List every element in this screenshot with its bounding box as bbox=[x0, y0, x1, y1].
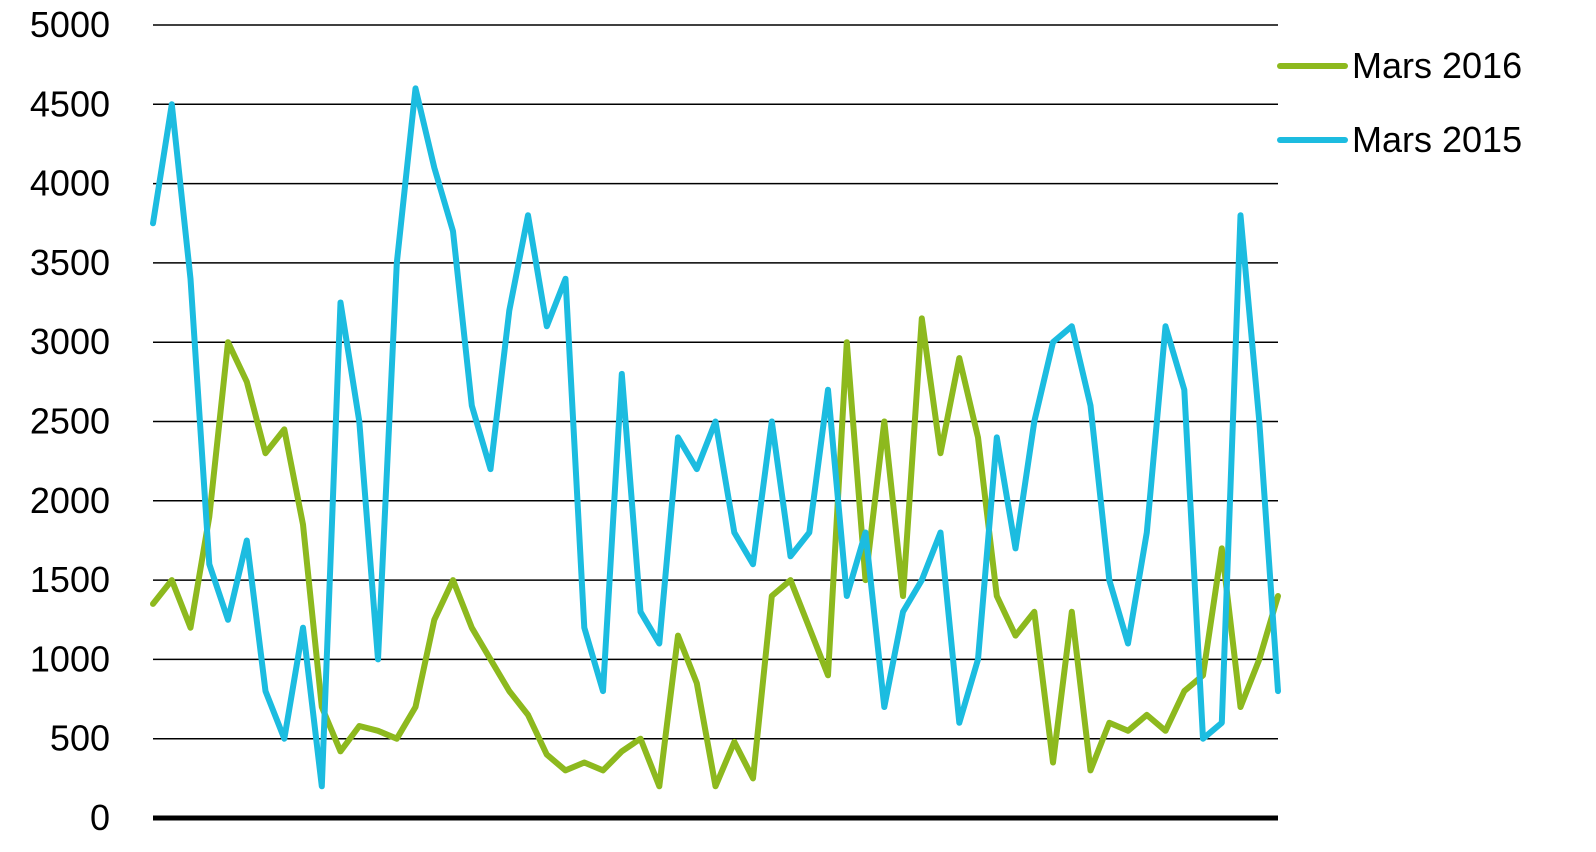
y-tick-label: 5000 bbox=[30, 4, 110, 45]
gridlines bbox=[153, 24, 1278, 740]
legend-label-0: Mars 2016 bbox=[1352, 45, 1522, 86]
y-axis-tick-labels: 0 500 1000 1500 2000 2500 3000 3500 4000 4500 5000 bbox=[30, 4, 110, 838]
series-line-1 bbox=[150, 85, 1281, 790]
y-tick-label: 4500 bbox=[30, 83, 110, 124]
y-tick-label: 3500 bbox=[30, 242, 110, 283]
y-tick-label: 500 bbox=[50, 718, 110, 759]
series-line-0 bbox=[150, 315, 1281, 790]
y-tick-label: 1500 bbox=[30, 559, 110, 600]
y-tick-label: 2500 bbox=[30, 401, 110, 442]
y-tick-label: 0 bbox=[90, 797, 110, 838]
y-tick-label: 1000 bbox=[30, 638, 110, 679]
legend: Mars 2016 Mars 2015 bbox=[1277, 45, 1522, 160]
legend-label-1: Mars 2015 bbox=[1352, 119, 1522, 160]
y-tick-label: 4000 bbox=[30, 163, 110, 204]
series-lines bbox=[150, 85, 1281, 790]
y-tick-label: 2000 bbox=[30, 480, 110, 521]
y-tick-label: 3000 bbox=[30, 321, 110, 362]
